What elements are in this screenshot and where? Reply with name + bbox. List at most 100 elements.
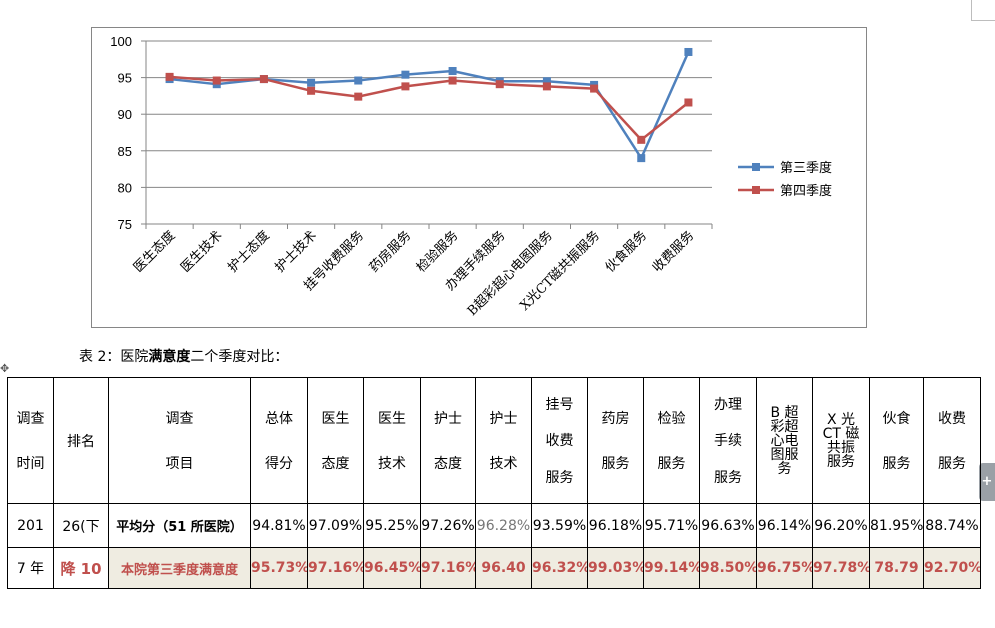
header-doctor-skill: 医生 技术 bbox=[363, 377, 421, 504]
table-row-average: 201 26(下 平均分（51 所医院） 94.81% 97.09% 95.25… bbox=[7, 503, 981, 548]
y-tick-label: 80 bbox=[118, 180, 132, 195]
y-tick-label: 90 bbox=[118, 107, 132, 122]
header-nurse-skill: 护士 技术 bbox=[475, 377, 532, 504]
cell-own: 96.40 bbox=[475, 547, 532, 589]
cell-own: 97.16% bbox=[307, 547, 364, 589]
cell-average: 88.74% bbox=[923, 503, 981, 548]
header-nurse-attitude: 护士 态度 bbox=[420, 377, 476, 504]
cell-own: 96.75% bbox=[756, 547, 813, 589]
cell-own: 92.70% bbox=[923, 547, 981, 589]
cell-average: 96.63% bbox=[699, 503, 757, 548]
data-point bbox=[684, 47, 693, 56]
data-point bbox=[684, 98, 693, 107]
header-procedure: 办理 手续 服务 bbox=[699, 377, 757, 504]
cell-average: 97.26% bbox=[420, 503, 476, 548]
cell-average: 95.71% bbox=[643, 503, 700, 548]
data-point bbox=[212, 76, 221, 85]
series-line-2 bbox=[169, 75, 690, 142]
cell-own: 96.45% bbox=[363, 547, 421, 589]
data-point bbox=[259, 75, 268, 84]
header-time: 调查 时间 bbox=[7, 377, 54, 504]
data-point bbox=[401, 82, 410, 91]
page-corner-vertical bbox=[971, 0, 972, 20]
cell-average: 96.18% bbox=[587, 503, 644, 548]
header-pharmacy: 药房 服务 bbox=[587, 377, 644, 504]
cell-average: 97.09% bbox=[307, 503, 364, 548]
header-total: 总体 得分 bbox=[250, 377, 308, 504]
data-point bbox=[542, 82, 551, 91]
header-billing: 收费 服务 bbox=[923, 377, 981, 504]
header-lab: 检验 服务 bbox=[643, 377, 700, 504]
header-ultrasound: B 超彩超 心电 图服务 bbox=[756, 377, 813, 504]
cell-average: 94.81% bbox=[250, 503, 308, 548]
cell-average: 81.95% bbox=[869, 503, 924, 548]
header-doctor-attitude: 医生 态度 bbox=[307, 377, 364, 504]
satisfaction-table: 调查 时间 排名 调查 项目 总体 得分 医生 态度 医生 技术 护士 态度 护士 技术 挂号… bbox=[7, 377, 981, 589]
data-point bbox=[448, 76, 457, 85]
header-item: 调查 项目 bbox=[108, 377, 251, 504]
table-move-anchor-icon[interactable]: ✥ bbox=[0, 362, 10, 375]
x-tick-label: 护士技术 bbox=[273, 228, 320, 275]
legend-label: 第四季度 bbox=[780, 183, 832, 199]
cell-own: 96.32% bbox=[531, 547, 588, 589]
cell-average: 96.20% bbox=[812, 503, 870, 548]
data-point bbox=[401, 70, 410, 79]
x-tick-label: B超彩超心电图服务 bbox=[464, 228, 556, 320]
cell-own: 99.03% bbox=[587, 547, 644, 589]
cell-average: 93.59% bbox=[531, 503, 588, 548]
cell-own: 97.16% bbox=[420, 547, 476, 589]
legend-label: 第三季度 bbox=[780, 160, 832, 176]
data-point bbox=[307, 86, 316, 95]
data-point bbox=[448, 67, 457, 76]
cell-own: 95.73% bbox=[250, 547, 308, 589]
cell-average-label: 平均分（51 所医院） bbox=[108, 503, 251, 548]
y-tick-label: 75 bbox=[118, 217, 132, 232]
data-point bbox=[637, 135, 646, 144]
cell-time-bottom: 7 年 bbox=[7, 547, 54, 589]
x-tick-label: 药房服务 bbox=[366, 228, 414, 276]
x-tick-label: 收费服务 bbox=[649, 228, 697, 276]
cell-average: 95.25% bbox=[363, 503, 421, 548]
cell-own: 98.50% bbox=[699, 547, 757, 589]
table-caption: 表 2：医院满意度二个季度对比： bbox=[79, 346, 288, 366]
x-tick-label: 伙食服务 bbox=[602, 228, 650, 276]
data-point bbox=[354, 92, 363, 101]
y-tick-label: 85 bbox=[118, 144, 132, 159]
legend-marker bbox=[752, 186, 760, 194]
y-tick-label: 95 bbox=[118, 71, 132, 86]
caption-suffix: 二个季度对比： bbox=[190, 349, 289, 365]
header-register: 挂号 收费 服务 bbox=[531, 377, 588, 504]
y-tick-label: 100 bbox=[110, 34, 132, 49]
cell-own: 78.79 bbox=[869, 547, 924, 589]
header-food: 伙食 服务 bbox=[869, 377, 924, 504]
data-point bbox=[307, 78, 316, 87]
cell-rank-top: 26(下 bbox=[53, 503, 109, 548]
data-point bbox=[590, 84, 599, 93]
cell-average: 96.14% bbox=[756, 503, 813, 548]
x-tick-label: 护士态度 bbox=[225, 228, 273, 276]
header-rank: 排名 bbox=[53, 377, 109, 504]
cell-own: 99.14% bbox=[643, 547, 700, 589]
add-column-handle-icon[interactable]: + bbox=[979, 463, 995, 501]
data-point bbox=[354, 76, 363, 85]
line-chart: 100 95 90 85 80 75 医生态度 医生技术 护士态度 护士技术 挂号收费服务 药房服务… bbox=[91, 27, 867, 328]
legend-marker bbox=[752, 163, 760, 171]
data-point bbox=[637, 154, 646, 163]
x-tick-label: 医生技术 bbox=[178, 228, 225, 275]
cell-rank-bottom: 降 10 bbox=[53, 547, 109, 589]
table-header-row: 调查 时间 排名 调查 项目 总体 得分 医生 态度 医生 技术 护士 态度 护士 技术 挂号… bbox=[7, 377, 981, 504]
caption-bold: 满意度 bbox=[148, 349, 191, 365]
page-corner-horizontal bbox=[971, 20, 995, 21]
cell-average: 96.28% bbox=[475, 503, 532, 548]
cell-time-top: 201 bbox=[7, 503, 54, 548]
x-tick-label: 检验服务 bbox=[413, 228, 461, 276]
caption-prefix: 表 2：医院 bbox=[79, 349, 149, 365]
table-row-own-hospital: 7 年 降 10 本院第三季度满意度 95.73% 97.16% 96.45% … bbox=[7, 547, 981, 589]
data-point bbox=[165, 72, 174, 81]
cell-own: 97.78% bbox=[812, 547, 870, 589]
x-tick-label: X光CT磁共振服务 bbox=[517, 228, 603, 314]
x-tick-label: 医生态度 bbox=[130, 228, 178, 276]
data-point bbox=[495, 80, 504, 89]
data-point bbox=[542, 77, 551, 86]
cell-own-label: 本院第三季度满意度 bbox=[108, 547, 251, 589]
